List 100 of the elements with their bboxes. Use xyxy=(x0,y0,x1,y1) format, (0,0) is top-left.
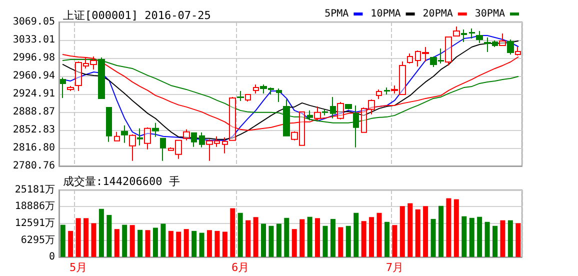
y-tick-label: 2960.94 xyxy=(12,70,55,82)
candlestick xyxy=(476,30,483,44)
candlestick xyxy=(152,122,159,138)
chart-title: 上证[000001] 2016-07-25 xyxy=(63,9,211,22)
bar xyxy=(423,206,428,257)
bar xyxy=(477,216,482,257)
candlestick xyxy=(253,84,259,94)
candlestick xyxy=(399,60,406,95)
candlestick xyxy=(121,124,128,144)
bar xyxy=(68,230,74,257)
bar xyxy=(91,223,96,257)
bar xyxy=(160,224,166,257)
candlestick xyxy=(75,60,82,92)
candlestick xyxy=(245,93,251,102)
y-tick-label: 6295万 xyxy=(20,234,55,246)
bar xyxy=(199,232,204,257)
candlestick xyxy=(229,96,236,141)
y-tick-label: 2816.80 xyxy=(12,142,55,154)
bar xyxy=(492,226,498,257)
candlestick xyxy=(469,28,475,40)
bar xyxy=(300,219,305,257)
candlestick xyxy=(291,130,298,141)
candlestick xyxy=(183,128,190,141)
bar xyxy=(284,218,290,257)
y-tick-label: 2780.76 xyxy=(12,160,55,172)
bar xyxy=(145,230,150,257)
y-tick-label: 18886万 xyxy=(14,201,55,212)
bar xyxy=(516,223,521,257)
bar xyxy=(307,216,312,257)
candlestick xyxy=(129,134,136,162)
bar xyxy=(400,206,405,257)
bar xyxy=(206,230,212,257)
bar xyxy=(462,216,467,257)
y-tick-label: 2924.91 xyxy=(12,88,55,100)
candlestick xyxy=(175,140,182,160)
bar xyxy=(469,218,474,257)
y-tick-label: 2888.87 xyxy=(12,106,55,118)
bar xyxy=(430,218,436,257)
bar xyxy=(214,230,220,257)
candlestick xyxy=(507,39,514,55)
bar xyxy=(392,225,398,257)
candlestick xyxy=(299,111,305,146)
candlestick xyxy=(237,90,244,102)
bar xyxy=(152,228,158,257)
candlestick xyxy=(276,88,282,102)
bar xyxy=(176,232,182,257)
bar xyxy=(384,222,390,257)
candlestick xyxy=(214,136,220,148)
bar xyxy=(246,220,251,257)
bar xyxy=(230,208,236,257)
bar xyxy=(106,214,112,257)
candlestick xyxy=(191,132,197,148)
candlestick xyxy=(345,104,352,110)
candlestick xyxy=(376,88,382,100)
candlestick xyxy=(144,126,151,150)
bar xyxy=(484,222,490,257)
bar xyxy=(322,226,328,257)
candlestick xyxy=(106,106,112,142)
bar xyxy=(98,208,104,257)
candlestick xyxy=(83,56,89,69)
bar xyxy=(184,229,189,257)
y-tick-label: 0 xyxy=(48,252,55,262)
bar xyxy=(330,218,336,257)
candlestick xyxy=(114,131,120,142)
bar xyxy=(346,226,351,257)
bar xyxy=(408,203,413,257)
candlestick xyxy=(337,101,344,120)
bar xyxy=(253,217,258,257)
candlestick xyxy=(168,146,174,152)
line-series xyxy=(62,54,519,131)
bar xyxy=(268,226,274,257)
candlestick xyxy=(322,108,328,116)
candlestick xyxy=(314,106,321,121)
bar xyxy=(369,217,374,257)
candlestick xyxy=(60,76,66,98)
bar xyxy=(192,230,197,257)
y-tick-label: 3033.01 xyxy=(12,34,55,46)
legend-label: 10PMA xyxy=(370,8,401,20)
x-tick-label: 5月 xyxy=(69,261,88,274)
candlestick xyxy=(368,98,375,115)
legend-label: 20PMA xyxy=(422,8,453,20)
candlestick xyxy=(307,110,313,121)
candlestick xyxy=(90,56,97,70)
candlestick xyxy=(330,96,336,119)
bar xyxy=(446,198,452,257)
bar xyxy=(438,206,444,257)
legend-label: 5PMA xyxy=(324,8,349,20)
candlestick xyxy=(461,29,467,43)
y-tick-label: 12591万 xyxy=(14,218,55,229)
candlestick xyxy=(515,46,521,56)
bar xyxy=(60,224,66,257)
candlestick xyxy=(384,86,390,95)
bar xyxy=(276,224,282,257)
candlestick xyxy=(453,26,460,38)
bar xyxy=(315,218,320,257)
y-tick-label: 25181万 xyxy=(14,184,55,196)
bar xyxy=(354,212,359,257)
x-tick-label: 7月 xyxy=(386,261,404,274)
bar xyxy=(76,218,81,257)
bar xyxy=(454,199,459,257)
